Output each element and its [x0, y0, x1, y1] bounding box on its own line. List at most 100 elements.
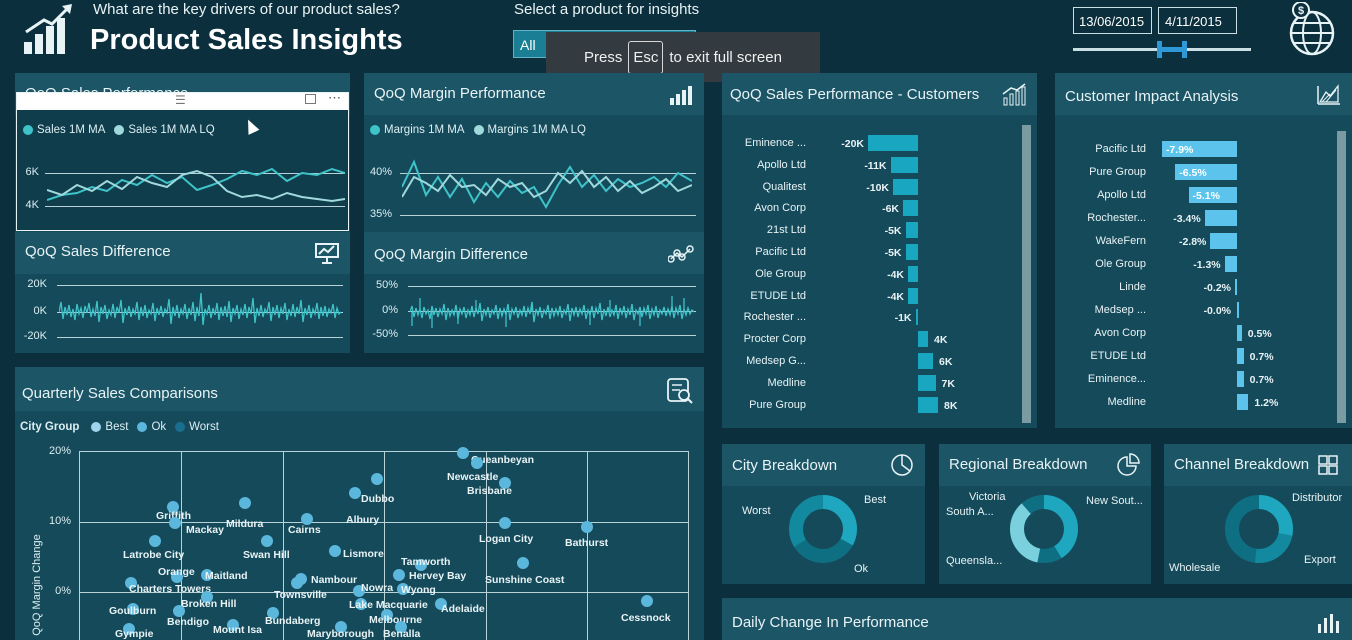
bar-category-label: Pacific Ltd — [755, 246, 806, 258]
impact-bar[interactable] — [1204, 210, 1237, 226]
city-point[interactable] — [261, 535, 273, 547]
customer-bar[interactable] — [903, 200, 918, 217]
city-point[interactable] — [239, 497, 251, 509]
city-point[interactable] — [355, 598, 367, 610]
impact-scrollbar[interactable] — [1337, 131, 1346, 423]
customer-bar[interactable] — [918, 353, 933, 369]
regional-header: Regional Breakdown — [939, 444, 1151, 486]
city-point[interactable] — [125, 577, 137, 589]
start-date-input[interactable]: 13/06/2015 — [1073, 7, 1152, 34]
impact-bar[interactable] — [1237, 394, 1249, 410]
city-point[interactable] — [641, 595, 653, 607]
bar-value-label: -1K — [894, 312, 912, 325]
toast-text: to exit full screen — [669, 48, 782, 66]
customer-bar[interactable] — [918, 396, 938, 413]
impact-bar[interactable] — [1188, 187, 1237, 203]
city-point[interactable] — [201, 569, 213, 581]
customer-bar[interactable] — [908, 265, 918, 282]
city-point[interactable] — [457, 447, 469, 459]
donut-label: Victoria — [969, 491, 1006, 503]
bar-value-label: -1.3% — [1193, 259, 1221, 271]
daily-panel[interactable]: Daily Change In Performance — [722, 598, 1352, 640]
channel-panel[interactable]: Channel Breakdown Distributor Wholesale … — [1164, 444, 1352, 584]
city-point[interactable] — [471, 457, 483, 469]
city-point[interactable] — [349, 487, 361, 499]
drag-handle-icon[interactable]: ☰ — [175, 93, 186, 107]
impact-bar[interactable] — [1210, 233, 1237, 249]
qoq-sales-panel[interactable]: QoQ Sales Performance ☰ ⋯ Sales 1M MA Sa… — [15, 73, 350, 232]
city-point[interactable] — [173, 605, 185, 617]
customers-scrollbar[interactable] — [1022, 125, 1031, 423]
city-point-label: Melbourne — [369, 614, 423, 626]
regional-donut[interactable] — [1009, 494, 1079, 564]
customer-bar[interactable] — [893, 178, 918, 195]
gridline — [408, 286, 696, 287]
city-point[interactable] — [435, 598, 447, 610]
city-point[interactable] — [201, 591, 213, 603]
date-slider-end-handle[interactable] — [1182, 41, 1187, 58]
city-point[interactable] — [581, 521, 593, 533]
customer-bar[interactable] — [890, 156, 918, 173]
city-point[interactable] — [167, 501, 179, 513]
scatter-plot-area[interactable] — [79, 451, 689, 640]
city-point[interactable] — [149, 535, 161, 547]
city-panel[interactable]: City Breakdown Best Worst Ok — [722, 444, 925, 584]
more-options-icon[interactable]: ⋯ — [328, 90, 341, 105]
quarterly-panel[interactable]: Quarterly Sales Comparisons City Group B… — [15, 367, 704, 640]
city-point[interactable] — [415, 559, 427, 571]
city-donut[interactable] — [788, 494, 858, 564]
customer-bar[interactable] — [908, 287, 918, 304]
customer-bar[interactable] — [905, 244, 918, 260]
impact-bar[interactable] — [1237, 348, 1244, 364]
date-slider-start-handle[interactable] — [1157, 41, 1162, 58]
bar-category-label: Medsep ... — [1094, 304, 1146, 316]
city-point[interactable] — [329, 545, 341, 557]
qoq-sales-visual[interactable]: ☰ ⋯ Sales 1M MA Sales 1M MA LQ 6K 4K — [16, 90, 349, 231]
impact-bar[interactable] — [1224, 256, 1237, 272]
impact-bar[interactable] — [1237, 302, 1239, 318]
toast-press: Press — [584, 48, 623, 66]
margin-diff-spikes — [410, 296, 694, 328]
impact-bar[interactable] — [1235, 279, 1237, 295]
city-point[interactable] — [127, 603, 139, 615]
city-point[interactable] — [171, 571, 183, 583]
end-date-input[interactable]: 4/11/2015 — [1158, 7, 1237, 34]
customer-bar[interactable] — [915, 309, 918, 326]
city-point[interactable] — [397, 583, 409, 595]
regional-panel[interactable]: Regional Breakdown Victoria South A... N… — [939, 444, 1151, 584]
city-point[interactable] — [267, 607, 279, 619]
impact-bar[interactable] — [1161, 141, 1237, 157]
sales-diff-panel[interactable]: QoQ Sales Difference 20K 0K -20K — [15, 232, 350, 353]
city-point[interactable] — [227, 619, 239, 631]
city-point[interactable] — [395, 621, 407, 633]
y-tick-label: -20K — [23, 330, 47, 342]
impact-bar[interactable] — [1175, 164, 1237, 180]
qoq-margin-panel[interactable]: QoQ Margin Performance Margins 1M MA Mar… — [364, 73, 704, 232]
focus-mode-icon[interactable] — [305, 94, 316, 104]
impact-bar[interactable] — [1237, 371, 1244, 387]
channel-donut[interactable] — [1224, 494, 1294, 564]
city-point[interactable] — [291, 577, 303, 589]
margin-diff-panel[interactable]: QoQ Margin Difference 50% 0% -50% — [364, 232, 704, 353]
city-header: City Breakdown — [722, 444, 925, 486]
presentation-chart-icon — [315, 243, 339, 264]
impact-panel[interactable]: Customer Impact Analysis Pacific Ltd -7.9… — [1055, 73, 1352, 428]
city-point[interactable] — [371, 473, 383, 485]
city-point[interactable] — [393, 569, 405, 581]
city-point[interactable] — [381, 609, 393, 621]
customer-bar[interactable] — [918, 374, 936, 391]
city-point[interactable] — [169, 517, 181, 529]
city-point[interactable] — [517, 557, 529, 569]
customers-panel[interactable]: QoQ Sales Performance - Customers Eminen… — [722, 73, 1037, 428]
customer-bar[interactable] — [905, 222, 918, 239]
city-point[interactable] — [301, 513, 313, 525]
margin-ma-line — [402, 159, 692, 210]
city-point[interactable] — [335, 621, 347, 633]
city-point[interactable] — [499, 517, 511, 529]
customer-bar[interactable] — [918, 331, 928, 348]
customer-bar[interactable] — [868, 135, 918, 151]
city-point[interactable] — [499, 477, 511, 489]
impact-bar[interactable] — [1237, 325, 1242, 341]
city-point[interactable] — [123, 623, 135, 635]
city-point[interactable] — [353, 585, 365, 597]
